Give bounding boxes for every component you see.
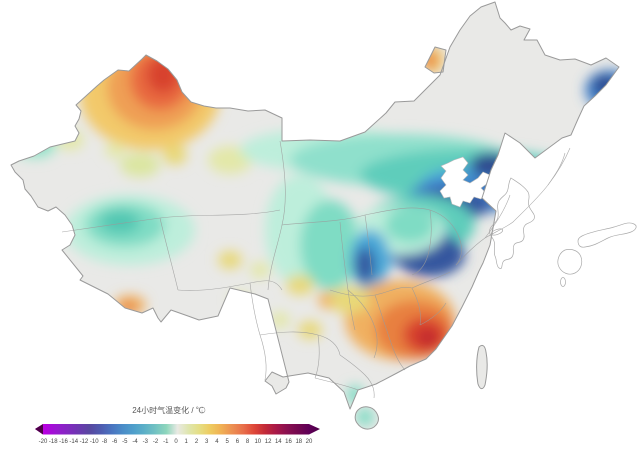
svg-text:20: 20 <box>306 439 313 445</box>
svg-text:24小时气温变化 / ℃: 24小时气温变化 / ℃ <box>132 405 204 415</box>
svg-text:-14: -14 <box>69 439 78 445</box>
svg-text:-20: -20 <box>39 439 48 445</box>
svg-text:-12: -12 <box>80 439 89 445</box>
svg-text:14: 14 <box>275 439 282 445</box>
svg-text:-1: -1 <box>163 439 169 445</box>
svg-text:-18: -18 <box>49 439 58 445</box>
svg-text:-2: -2 <box>153 439 159 445</box>
svg-text:-10: -10 <box>90 439 99 445</box>
svg-text:-3: -3 <box>143 439 149 445</box>
svg-text:i: i <box>202 408 203 413</box>
svg-text:-5: -5 <box>122 439 128 445</box>
svg-text:-6: -6 <box>112 439 118 445</box>
svg-text:16: 16 <box>285 439 292 445</box>
svg-text:-4: -4 <box>132 439 138 445</box>
svg-text:-16: -16 <box>59 439 68 445</box>
svg-text:18: 18 <box>295 439 302 445</box>
svg-text:12: 12 <box>265 439 272 445</box>
svg-text:-8: -8 <box>102 439 108 445</box>
svg-text:10: 10 <box>254 439 261 445</box>
